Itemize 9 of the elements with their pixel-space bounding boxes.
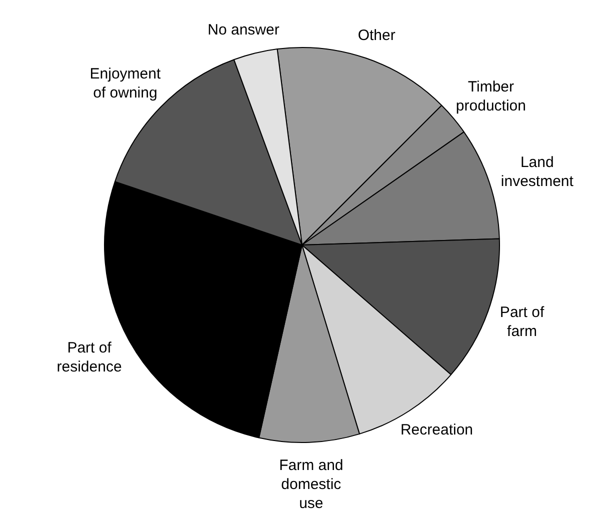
slice-label: Enjoyment of owning <box>90 66 162 102</box>
slice-label: No answer <box>208 21 280 38</box>
slice-label: Part of residence <box>56 340 122 376</box>
slice-label: Timber production <box>456 78 526 115</box>
slice-label: Recreation <box>400 422 473 439</box>
slice-label: Land investment <box>500 154 574 190</box>
slice-label: Other <box>358 27 396 44</box>
slice-label: Part of farm <box>500 304 545 340</box>
slice-label: Farm and domestic use <box>279 456 344 512</box>
